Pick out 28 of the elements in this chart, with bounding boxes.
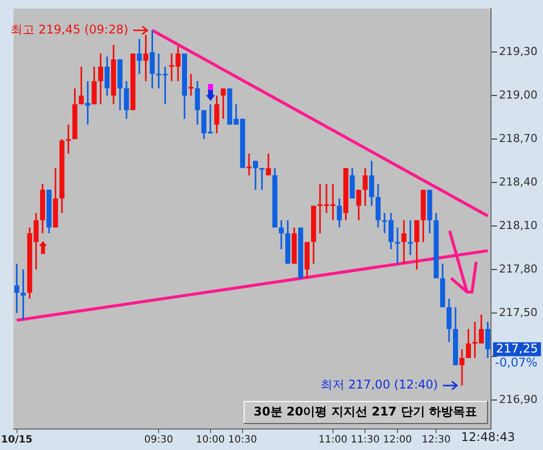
x-tick-label: 10:00 [196, 434, 225, 446]
text: 217,25 [496, 341, 538, 356]
x-tick-label: 10/15 [1, 434, 33, 446]
annotation: 최저 217,00 (12:40) [320, 378, 438, 392]
y-tick-label: 217,80 [499, 262, 538, 276]
text: -0,07% [495, 355, 538, 370]
y-tick-label: 218,40 [499, 175, 538, 188]
x-tick-label: 09:30 [144, 434, 174, 446]
candlestick [408, 220, 413, 256]
y-tick-label: 219,00 [499, 88, 538, 102]
candlestick [259, 168, 264, 190]
text: 12:48:43 [461, 430, 515, 444]
x-tick-label: 12:30 [422, 434, 451, 446]
y-tick-label: 219,30 [499, 44, 538, 58]
y-tick-label: 218,70 [499, 132, 538, 145]
x-tick-label: 12:00 [383, 434, 412, 446]
candlestick [459, 349, 464, 386]
candlestick [188, 74, 194, 96]
y-tick-label: 216,90 [499, 392, 538, 406]
y-tick-label: 218,10 [499, 218, 538, 232]
candlestick [253, 160, 258, 190]
annotation: 30분 20이평 지지선 217 단기 하방목표 [254, 404, 478, 419]
x-tick-label: 10:30 [228, 434, 258, 446]
x-tick-label: 11:30 [350, 434, 380, 446]
candlestick [246, 154, 252, 176]
annotation: 최고 219,45 (09:28) [10, 22, 128, 36]
y-tick-label: 217,50 [499, 306, 538, 319]
x-tick-label: 11:00 [318, 434, 348, 446]
